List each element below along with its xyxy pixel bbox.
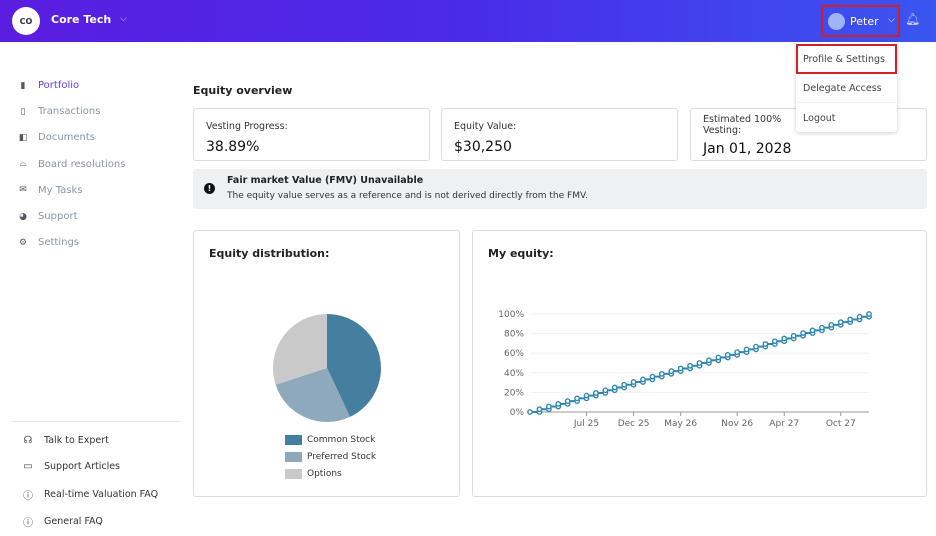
legend-item: Options [285,469,342,479]
user-menu-button[interactable]: Peter ⌵ [821,5,900,37]
help-link-talk-to-expert[interactable]: ☊ Talk to Expert [22,435,109,446]
pie-slice-preferred-stock[interactable] [275,368,350,422]
legend-label: Common Stock [307,435,376,445]
help-link-real-time-valuation-faq[interactable]: ⓘ Real-time Valuation FAQ [22,487,158,502]
mail-icon: ✉ [19,185,27,196]
menu-item-profile-settings[interactable]: Profile & Settings [796,44,897,74]
vesting-card: Vesting Progress: 38.89% [193,108,430,161]
user-name: Peter [850,15,879,28]
top-bar: CO Core Tech ⌵ Peter ⌵ 🔔︎ [0,0,936,42]
legend-swatch [285,452,302,462]
card-label: Estimated 100% Vesting: [703,114,782,136]
sidebar-item-label: My Tasks [38,184,83,196]
documents-icon: ◧ [18,132,28,143]
pie-chart [273,314,381,422]
help-link-general-faq[interactable]: ⓘ General FAQ [22,514,103,529]
chart-title: My equity: [488,247,554,260]
help-link-label: Support Articles [44,461,120,473]
fmv-notice: ! Fair market Value (FMV) Unavailable Th… [193,169,927,209]
sidebar-divider [12,421,180,422]
legend-label: Options [307,469,342,479]
help-link-label: General FAQ [44,515,103,527]
gear-icon: ⚙ [18,237,28,248]
clipboard-icon: ▯ [20,106,26,117]
help-link-label: Real-time Valuation FAQ [44,489,159,501]
notice-title: Fair market Value (FMV) Unavailable [227,175,424,186]
sidebar-item-label: Transactions [38,106,101,118]
company-logo[interactable]: CO [12,7,40,35]
sidebar-item-board-resolutions[interactable]: ⌓ Board resolutions [18,159,125,170]
board-icon: ⌓ [19,159,27,170]
page-title: Equity overview [193,84,293,97]
legend-item: Common Stock [285,435,375,445]
sidebar-item-label: Support [38,211,78,222]
card-value: 38.89% [206,139,260,155]
portfolio-icon: ▮ [20,80,26,91]
info-icon: ! [204,183,215,194]
notice-text: The equity value serves as a reference a… [227,191,588,201]
legend-label: Preferred Stock [307,452,377,462]
card-value: Jan 01, 2028 [703,141,792,157]
sidebar-item-label: Board resolutions [38,158,126,170]
pie-slice-common-stock[interactable] [327,314,381,417]
menu-item-logout[interactable]: Logout [803,113,836,124]
book-icon: ▭ [23,461,33,473]
question-icon: ⓘ [23,517,33,529]
sidebar-item-settings[interactable]: ⚙ Settings [18,237,79,248]
chevron-down-icon: ⌵ [888,15,895,25]
sidebar-item-transactions[interactable]: ▯ Transactions [18,106,101,118]
sidebar-item-documents[interactable]: ◧ Documents [18,132,95,143]
headphones-icon: ☊ [23,435,33,446]
my-equity-card: My equity: [472,230,927,497]
company-switcher[interactable]: Core Tech [51,13,112,26]
question-icon: ⓘ [23,491,33,503]
sidebar-item-my-tasks[interactable]: ✉ My Tasks [18,184,83,196]
sidebar-item-label: Documents [38,132,96,144]
support-icon: ◕ [19,211,27,222]
sidebar-item-support[interactable]: ◕ Support [18,211,78,222]
user-dropdown-menu: Profile & Settings Delegate Access Logou… [796,42,897,132]
pie-slice-options[interactable] [273,314,327,385]
help-link-support-articles[interactable]: ▭ Support Articles [22,461,120,472]
chevron-down-icon[interactable]: ⌵ [120,14,127,24]
bell-icon[interactable]: 🔔︎ [905,12,921,26]
equity-value-card: Equity Value: $30,250 [441,108,678,161]
sidebar-item-label: Portfolio [38,80,80,91]
legend-item: Preferred Stock [285,452,376,462]
sidebar-item-label: Settings [38,237,80,249]
card-label: Vesting Progress: [206,121,288,132]
equity-distribution-card: Equity distribution: [193,230,460,497]
menu-item-delegate-access[interactable]: Delegate Access [796,73,897,103]
chart-title: Equity distribution: [209,247,330,260]
help-link-label: Talk to Expert [44,435,109,446]
avatar [828,13,845,30]
card-value: $30,250 [454,139,512,155]
legend-swatch [285,435,302,445]
sidebar-item-portfolio[interactable]: ▮ Portfolio [18,80,80,91]
legend-swatch [285,469,302,479]
card-label: Equity Value: [454,121,517,132]
